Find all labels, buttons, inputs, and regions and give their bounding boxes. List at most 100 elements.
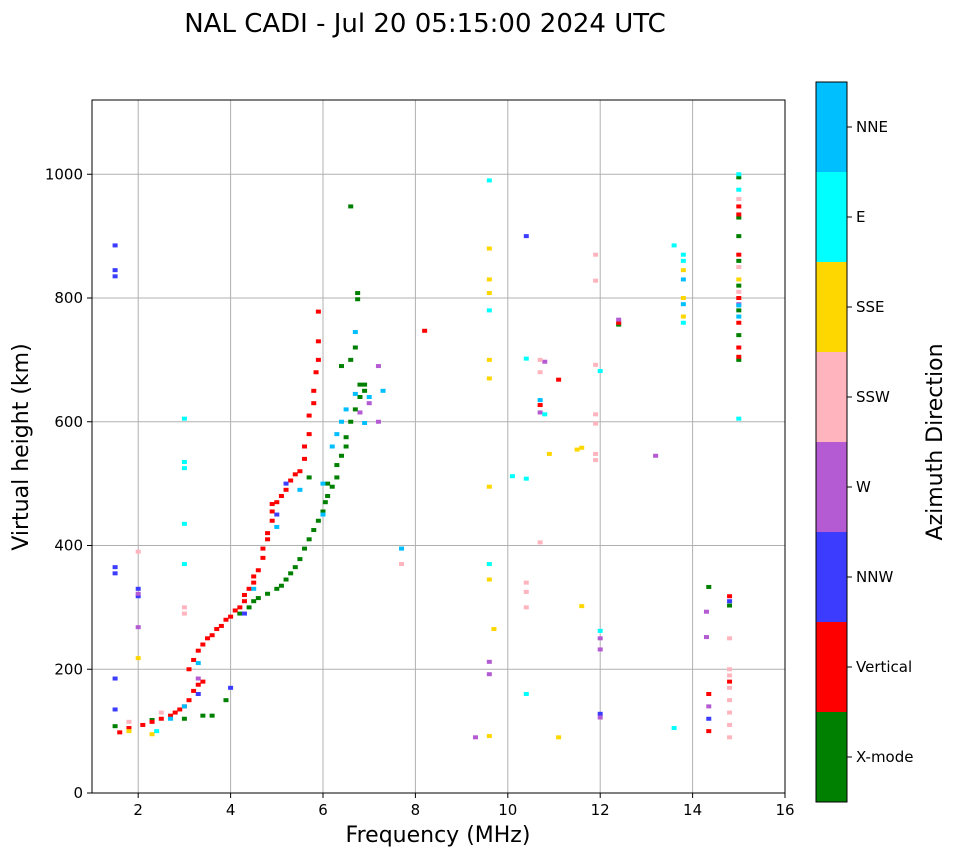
colorbar-segment — [816, 262, 847, 352]
data-point-ssw — [736, 265, 742, 270]
data-point-nnw — [112, 676, 118, 681]
data-point-w — [195, 676, 201, 681]
data-point-vertical — [172, 710, 178, 715]
data-point-x-mode — [292, 565, 298, 570]
data-point-vertical — [209, 633, 215, 638]
data-point-x-mode — [325, 481, 331, 486]
data-point-e — [597, 628, 603, 633]
data-point-nne — [399, 546, 405, 551]
data-point-vertical — [149, 719, 155, 724]
data-point-vertical — [706, 692, 712, 696]
data-point-e — [181, 459, 187, 464]
plot-background — [92, 100, 785, 793]
data-point-vertical — [537, 403, 543, 408]
colorbar-segment — [816, 622, 847, 712]
data-point-nne — [334, 432, 340, 437]
data-point-e — [671, 243, 677, 248]
data-point-x-mode — [343, 435, 349, 440]
data-point-ssw — [736, 289, 742, 294]
data-point-ssw — [593, 278, 599, 283]
data-point-vertical — [727, 594, 733, 599]
x-tick-label: 8 — [411, 801, 421, 819]
data-point-ssw — [135, 549, 141, 554]
data-point-sse — [736, 277, 742, 282]
data-point-sse — [486, 577, 492, 582]
data-point-x-mode — [736, 308, 742, 313]
y-tick-label: 1000 — [45, 165, 83, 183]
data-point-x-mode — [306, 537, 312, 542]
x-tick-label: 6 — [318, 801, 328, 819]
y-tick-label: 600 — [54, 413, 83, 431]
x-tick-label: 2 — [133, 801, 143, 819]
data-point-e — [542, 412, 548, 417]
data-point-x-mode — [352, 345, 358, 350]
data-point-ssw — [523, 589, 529, 594]
data-point-x-mode — [297, 557, 303, 562]
data-point-nnw — [274, 512, 280, 517]
data-point-e — [181, 562, 187, 567]
data-point-x-mode — [209, 713, 215, 718]
data-point-x-mode — [338, 453, 344, 458]
data-point-x-mode — [322, 500, 328, 505]
data-point-e — [680, 320, 686, 325]
data-point-vertical — [251, 574, 257, 579]
data-point-e — [736, 172, 742, 177]
data-point-x-mode — [362, 388, 368, 393]
data-point-vertical — [228, 614, 234, 619]
data-point-w — [357, 410, 363, 415]
data-point-x-mode — [355, 291, 361, 296]
data-point-sse — [486, 357, 492, 362]
data-point-w — [542, 359, 548, 364]
data-point-vertical — [422, 328, 428, 333]
data-point-x-mode — [255, 596, 261, 601]
data-point-vertical — [223, 617, 229, 622]
data-point-ssw — [593, 412, 599, 417]
data-point-nne — [168, 716, 174, 721]
data-point-vertical — [311, 401, 317, 406]
data-point-x-mode — [736, 357, 742, 362]
data-point-sse — [579, 604, 585, 609]
data-point-vertical — [251, 580, 257, 585]
data-point-vertical — [140, 722, 146, 727]
data-point-x-mode — [246, 605, 252, 610]
data-point-w — [616, 317, 622, 322]
data-point-e — [181, 416, 187, 421]
data-point-w — [597, 636, 603, 641]
data-point-vertical — [214, 627, 220, 632]
y-tick-label: 400 — [54, 537, 83, 555]
data-point-vertical — [302, 456, 308, 461]
data-point-vertical — [315, 357, 321, 362]
data-point-e — [671, 726, 677, 731]
data-point-w — [135, 625, 141, 630]
data-point-w — [375, 364, 381, 369]
plot-frame — [91, 99, 786, 794]
data-point-vertical — [278, 494, 284, 498]
data-point-sse — [579, 445, 585, 450]
data-point-vertical — [706, 729, 712, 734]
data-point-sse — [574, 447, 580, 452]
data-point-w — [486, 672, 492, 677]
data-point-nnw — [706, 716, 712, 721]
colorbar-label: Vertical — [856, 658, 912, 676]
data-point-nne — [320, 481, 326, 486]
data-point-vertical — [246, 586, 252, 591]
data-point-vertical — [736, 320, 742, 325]
x-tick-label: 12 — [591, 801, 610, 819]
x-tick-label: 10 — [498, 801, 517, 819]
data-point-ssw — [593, 451, 599, 456]
data-point-x-mode — [348, 357, 354, 362]
data-point-x-mode — [355, 297, 361, 302]
data-point-x-mode — [288, 571, 294, 576]
data-point-sse — [135, 656, 141, 661]
x-tick-label: 16 — [775, 801, 794, 819]
colorbar-label: SSW — [856, 388, 890, 406]
data-point-ssw — [537, 370, 543, 375]
data-point-x-mode — [200, 713, 206, 718]
data-point-vertical — [186, 667, 192, 672]
data-point-x-mode — [338, 364, 344, 369]
data-point-vertical — [269, 518, 275, 523]
data-point-ssw — [593, 421, 599, 426]
data-point-sse — [680, 314, 686, 319]
data-point-nne — [362, 420, 368, 425]
data-point-vertical — [736, 296, 742, 300]
